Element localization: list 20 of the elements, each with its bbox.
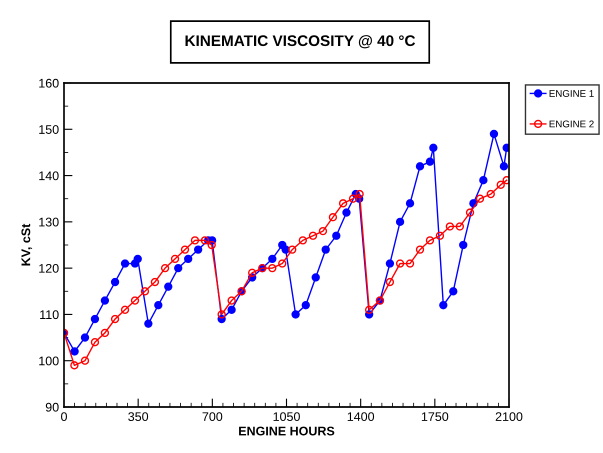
y-axis-title: KV, cSt: [21, 224, 32, 266]
y-tick-label: 130: [39, 218, 59, 227]
x-tick-label: 0: [61, 412, 67, 422]
x-tick-label: 700: [202, 412, 222, 422]
y-tick-label: 90: [46, 402, 59, 412]
x-tick-label: 1750: [422, 412, 448, 422]
y-tick-label: 140: [39, 171, 59, 180]
y-tick-label: 120: [39, 264, 59, 273]
chart-title: KINEMATIC VISCOSITY @ 40 °C: [186, 35, 416, 48]
legend-label: ENGINE 1: [550, 90, 594, 97]
x-tick-label: 2100: [496, 412, 522, 422]
y-tick-label: 160: [39, 78, 59, 88]
y-tick-label: 150: [39, 125, 59, 134]
legend-label: ENGINE 2: [550, 120, 594, 128]
x-tick-label: 1400: [348, 412, 374, 422]
x-axis-title: ENGINE HOURS: [239, 426, 334, 436]
x-tick-label: 350: [128, 412, 148, 422]
y-tick-label: 110: [40, 310, 59, 320]
x-tick-label: 1050: [274, 412, 300, 422]
y-tick-label: 100: [39, 356, 59, 366]
